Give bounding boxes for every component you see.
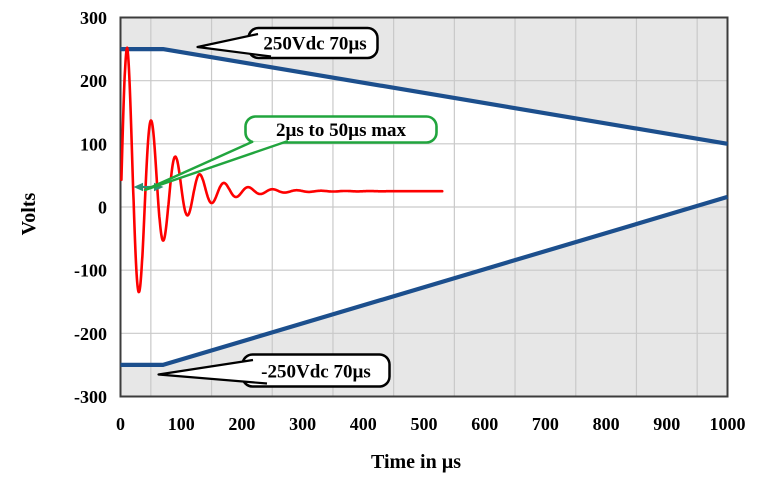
- x-axis-title: Time in µs: [371, 451, 461, 473]
- x-tick-label: 100: [168, 414, 195, 434]
- top-callout-tail: [196, 32, 272, 58]
- range-callout-box: [244, 115, 438, 144]
- plot-border: [119, 16, 729, 398]
- y-tick-label: -300: [74, 387, 107, 407]
- y-tick-label: 300: [80, 8, 107, 28]
- x-tick-label: 900: [653, 414, 680, 434]
- lower-limit-envelope-line: [120, 194, 729, 367]
- y-tick-label: 0: [98, 198, 107, 218]
- top-callout: 250Vdc 70µs: [196, 26, 379, 60]
- upper-limit-envelope-line: [120, 46, 728, 146]
- x-tick-label: 500: [411, 414, 438, 434]
- top-callout-text: 250Vdc 70µs: [263, 34, 366, 55]
- y-tick-label: 100: [80, 134, 107, 154]
- y-tick-label: -100: [74, 261, 107, 281]
- range-arrow-left-head-icon: [133, 182, 143, 192]
- range-callout: 2µs to 50µs max: [143, 115, 438, 192]
- x-tick-label: 400: [350, 414, 377, 434]
- x-tick-label: 700: [532, 414, 559, 434]
- x-tick-label: 600: [471, 414, 498, 434]
- bottom-callout-text: -250Vdc 70µs: [261, 362, 371, 383]
- bottom-callout: -250Vdc 70µs: [157, 353, 391, 388]
- series-group: [120, 46, 729, 367]
- y-tick-label: -200: [74, 324, 107, 344]
- ring-wave-line: [120, 46, 444, 294]
- x-tick-label: 0: [116, 414, 125, 434]
- x-tick-label: 1000: [710, 414, 746, 434]
- y-axis-title: Volts: [18, 192, 40, 235]
- bottom-callout-tail: [157, 358, 268, 385]
- x-tick-label: 800: [593, 414, 620, 434]
- range-callout-text: 2µs to 50µs max: [276, 120, 407, 141]
- y-tick-label: 200: [80, 71, 107, 91]
- range-callout-tail: [143, 139, 289, 192]
- x-tick-label: 300: [289, 414, 316, 434]
- x-tick-label: 200: [228, 414, 255, 434]
